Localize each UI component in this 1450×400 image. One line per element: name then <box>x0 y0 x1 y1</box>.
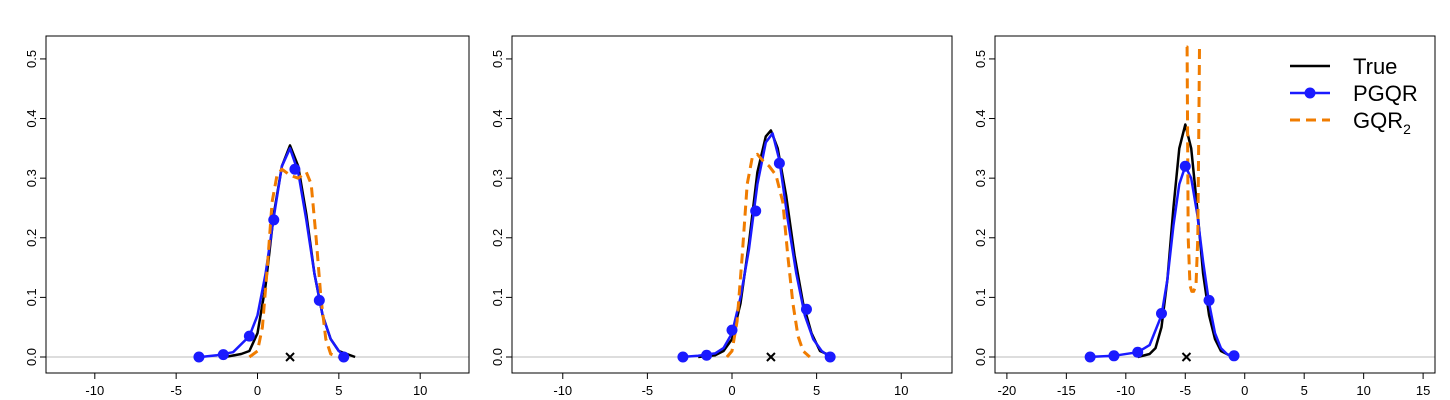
panel-2: -10 -5 0 5 10 0.0 0.1 0.2 0.3 0.4 0.5 <box>490 35 953 398</box>
pgqr-marker <box>1155 307 1167 319</box>
plot-frame <box>994 35 1436 374</box>
x-tick-label: 5 <box>335 383 342 398</box>
series-line-true <box>698 129 835 359</box>
pgqr-marker <box>1084 351 1096 363</box>
x-tick-label: 5 <box>813 383 820 398</box>
pgqr-marker <box>1228 350 1240 362</box>
panel-1: -10 -5 0 5 10 0.0 0.1 0.2 0.3 0.4 0.5 <box>24 35 470 398</box>
true-location-marker <box>766 352 776 362</box>
pgqr-marker <box>726 324 738 336</box>
pgqr-marker <box>313 294 325 306</box>
x-tick-label: -5 <box>170 383 182 398</box>
y-tick-label: 0.1 <box>973 288 988 306</box>
pgqr-marker <box>1132 346 1144 358</box>
x-tick-label: -5 <box>642 383 654 398</box>
y-tick-label: 0.2 <box>973 229 988 247</box>
legend-marker-pgqr <box>1304 87 1316 99</box>
pgqr-marker <box>217 349 229 361</box>
plot-frame <box>511 35 953 374</box>
x-tick-label: -10 <box>553 383 572 398</box>
pgqr-marker <box>268 214 280 226</box>
x-tick-label: 0 <box>1241 383 1248 398</box>
series-line-pgqr <box>681 132 831 359</box>
y-tick-label: 0.4 <box>24 109 39 127</box>
y-tick-label: 0.4 <box>490 109 505 127</box>
pgqr-marker <box>243 330 255 342</box>
y-tick-label: 0.0 <box>24 348 39 366</box>
pgqr-marker <box>677 351 689 363</box>
x-tick-label: 10 <box>1356 383 1370 398</box>
pgqr-marker <box>773 157 785 169</box>
pgqr-marker <box>800 303 812 315</box>
plot-area <box>677 129 836 363</box>
y-tick-label: 0.2 <box>490 229 505 247</box>
series-line-gqr <box>1185 45 1201 293</box>
y-tick-label: 0.5 <box>973 50 988 68</box>
x-tick-label: 5 <box>1301 383 1308 398</box>
plot-area <box>193 144 356 363</box>
true-location-marker <box>285 352 295 362</box>
pgqr-marker <box>1179 160 1191 172</box>
pgqr-marker <box>750 205 762 217</box>
x-tick-label: -20 <box>997 383 1016 398</box>
legend-label-true: True <box>1353 54 1397 79</box>
y-tick-label: 0.3 <box>490 169 505 187</box>
x-tick-label: -15 <box>1057 383 1076 398</box>
pgqr-marker <box>289 163 301 175</box>
y-tick-label: 0.0 <box>490 348 505 366</box>
pgqr-marker <box>193 351 205 363</box>
pgqr-marker <box>1108 350 1120 362</box>
panel-3: -20 -15 -10 -5 0 5 10 15 0.0 0.1 0.2 0.3 0.4 0.5 <box>973 35 1436 398</box>
pgqr-marker <box>338 351 350 363</box>
series-line-gqr <box>248 167 340 359</box>
pgqr-marker <box>824 351 836 363</box>
series-line-true <box>224 144 356 359</box>
x-tick-label: 0 <box>254 383 261 398</box>
x-tick-label: 10 <box>413 383 427 398</box>
pgqr-marker <box>1203 294 1215 306</box>
x-tick-label: 10 <box>894 383 908 398</box>
x-tick-label: -10 <box>85 383 104 398</box>
pgqr-marker <box>701 349 713 361</box>
true-location-marker <box>1181 352 1192 362</box>
y-tick-label: 0.4 <box>973 109 988 127</box>
series-line-true <box>1137 123 1234 359</box>
x-tick-label: -10 <box>1116 383 1135 398</box>
y-tick-label: 0.1 <box>490 288 505 306</box>
legend-label-pgqr: PGQR <box>1353 81 1418 106</box>
plot-area <box>1084 45 1240 363</box>
x-tick-label: -5 <box>1179 383 1191 398</box>
y-tick-label: 0.3 <box>24 169 39 187</box>
y-tick-label: 0.5 <box>490 50 505 68</box>
y-tick-label: 0.2 <box>24 229 39 247</box>
y-tick-label: 0.3 <box>973 169 988 187</box>
y-tick-label: 0.5 <box>24 50 39 68</box>
y-tick-label: 0.1 <box>24 288 39 306</box>
plot-frame <box>45 35 470 374</box>
series-line-pgqr <box>200 147 347 359</box>
x-tick-label: 15 <box>1416 383 1430 398</box>
y-tick-label: 0.0 <box>973 348 988 366</box>
x-tick-label: 0 <box>728 383 735 398</box>
series-line-gqr <box>725 152 811 359</box>
legend-label-gqr: GQR2 <box>1353 108 1411 137</box>
